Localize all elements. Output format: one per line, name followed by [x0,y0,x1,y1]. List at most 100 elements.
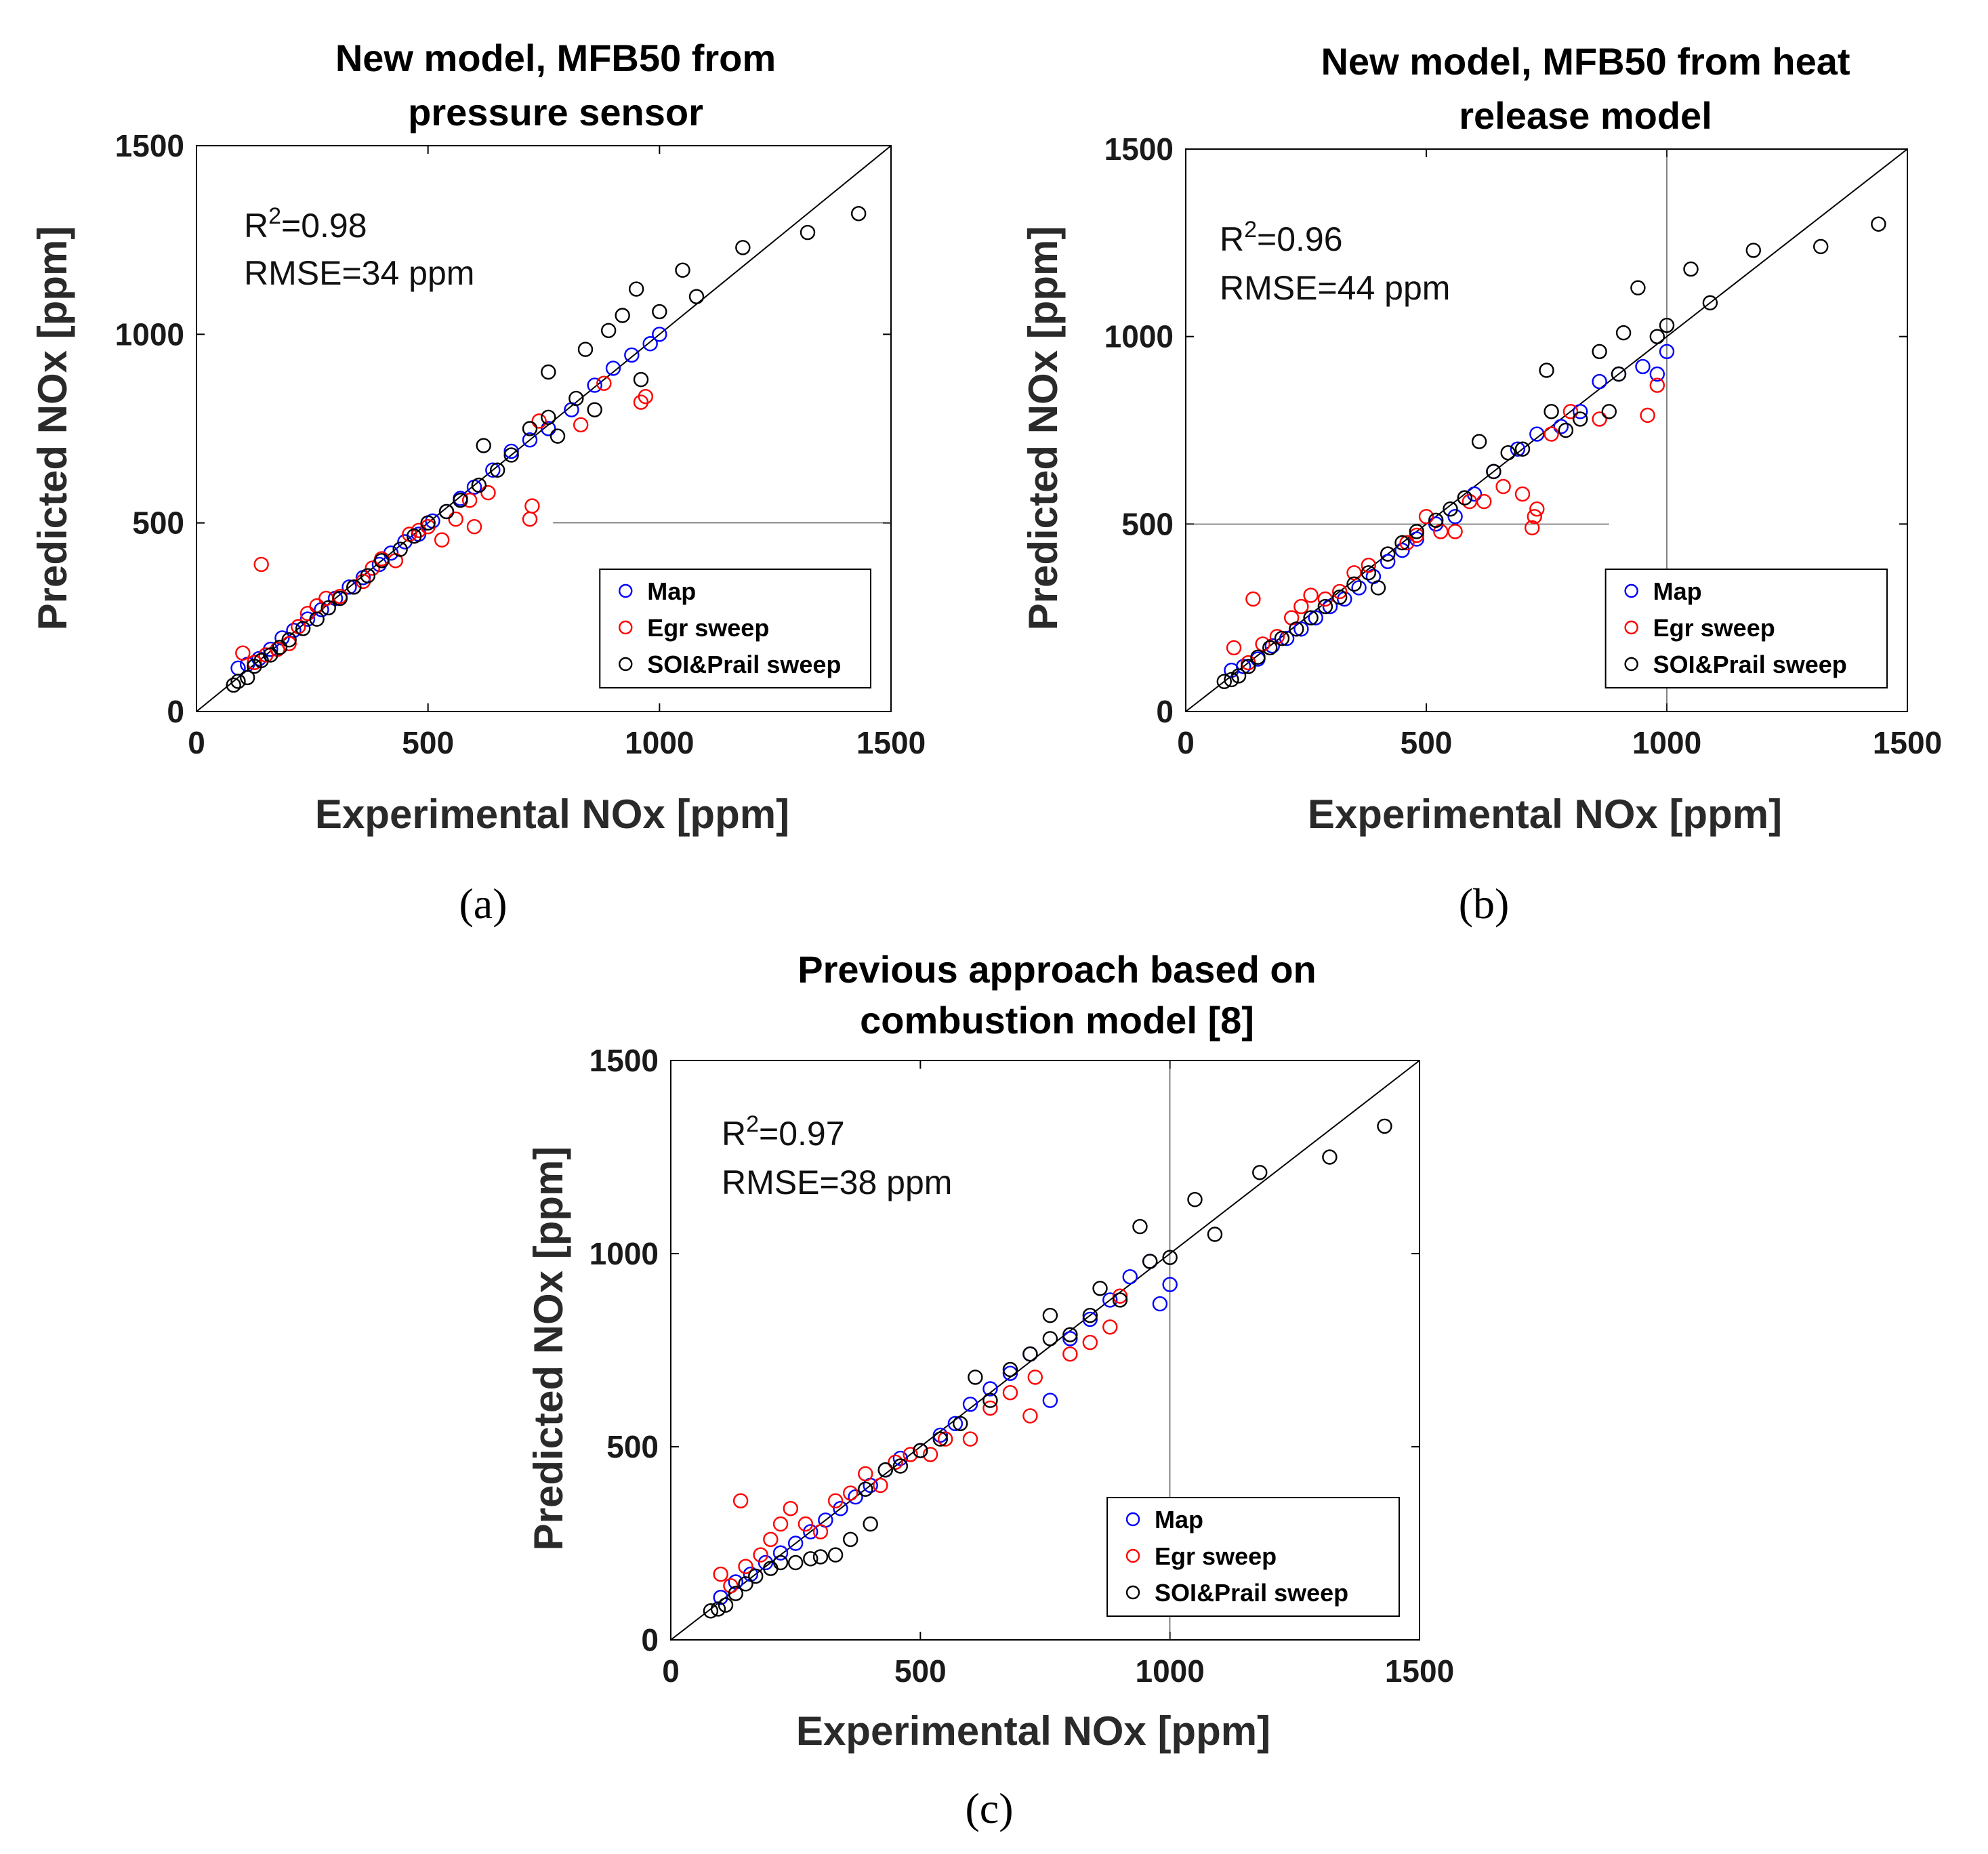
panel-a-legend: Map Egr sweep SOI&Prail sweep [599,569,871,688]
panel-c-data-point [1187,1191,1203,1208]
panel-c-data-point [1112,1288,1128,1304]
panel-b-data-point [1514,486,1531,502]
panel-a-data-point [235,645,251,661]
panel-b-series-soi-prail-sweep [1216,216,1886,689]
panel-c-data-point [1042,1331,1058,1346]
panel-b-title-line-1: New model, MFB50 from heat [1321,40,1850,83]
panel-a-rmse: RMSE=34 ppm [244,254,474,292]
panel-a: New model, MFB50 from pressure sensor 0 5… [30,37,926,928]
panel-c-data-point [812,1524,829,1540]
panel-c-data-point [1062,1327,1078,1342]
panel-c-data-point [803,1551,819,1567]
panel-b-data-point [1289,621,1304,637]
panel-c-data-point [932,1431,949,1447]
panel-b-data-point [1592,411,1607,427]
panel-c-plot: 0 500 1000 1500 0 500 1000 1500 Map Egr sweep SOI&… [589,1043,1455,1689]
panel-b-data-point [1361,558,1377,573]
panel-b-data-point [1447,524,1463,539]
panel-c-data-point [713,1590,728,1605]
panel-b-data-point [1524,520,1540,536]
panel-c-data-point [738,1559,753,1574]
panel-c-y-tick-label: 1000 [589,1236,659,1271]
panel-a-data-point [461,493,478,508]
panel-b-data-point [1529,426,1545,442]
panel-a-data-point [476,438,491,453]
panel-c-data-point [982,1381,998,1397]
panel-b-data-point [1226,640,1242,656]
panel-a-data-point [281,636,297,651]
panel-b-data-point [1745,243,1762,258]
panel-c-data-point [812,1549,829,1565]
panel-b-data-point [1615,325,1632,341]
panel-c-data-point [1082,1311,1098,1327]
panel-a-legend-marker [619,583,633,598]
panel-b-x-tick-label: 0 [1177,725,1195,760]
panel-b-data-point [1230,668,1247,684]
panel-a-data-point [675,262,690,278]
panel-c-y-axis-label: Predicted NOx [ppm] [526,1147,571,1551]
panel-b-data-point [1539,363,1554,378]
panel-b-data-point [1274,630,1290,646]
panel-a-data-point [253,556,269,573]
panel-b-data-point [1813,239,1829,255]
panel-b-data-point [1558,422,1574,438]
panel-a-data-point [628,281,644,297]
panel-c-legend-marker [1125,1548,1140,1563]
panel-b-data-point [1447,509,1463,524]
panel-c-data-point [1022,1346,1038,1362]
panel-b-data-point [1601,404,1617,419]
panel-b-data-point [1510,441,1526,457]
panel-a-data-point [471,477,487,493]
panel-c-data-point [833,1500,848,1517]
panel-b-data-point [1428,516,1444,532]
panel-a-data-point [522,421,538,436]
panel-c-letter: (c) [965,1784,1013,1832]
panel-c-data-point [1082,1307,1098,1323]
panel-c-series-soi-prail-sweep [703,1118,1392,1619]
panel-a-data-point [568,390,584,407]
panel-c-x-tick-label: 500 [894,1653,947,1689]
panel-b-data-point [1659,317,1675,333]
panel-a-data-point [633,371,649,388]
panel-a-r2: R2=0.98 [244,203,367,245]
panel-a-x-tick-label: 0 [188,725,205,760]
panel-a-data-point [226,677,241,693]
panel-a-data-point [346,579,362,595]
panel-c-data-point [763,1531,779,1548]
panel-c-data-point [1092,1281,1108,1296]
panel-c-y-tick-label: 1500 [589,1043,659,1078]
panel-c-data-point [982,1393,998,1408]
panel-b-x-axis-label: Experimental NOx [ppm] [1308,791,1782,837]
panel-b: New model, MFB50 from heat release model… [1020,40,1942,928]
panel-b-plot: 0 500 1000 1500 0 500 1000 1500 Map Egr sweep SOI&… [1104,131,1943,760]
panel-b-y-axis-label: Predicted NOx [ppm] [1020,226,1066,631]
panel-a-x-tick-label: 1500 [856,725,926,760]
panel-c-legend-label: Egr sweep [1155,1542,1277,1570]
panel-b-data-point [1317,598,1333,615]
panel-b-data-point [1346,576,1362,592]
panel-b-rmse: RMSE=44 ppm [1220,269,1450,307]
panel-a-y-tick-label: 0 [167,694,184,729]
panel-b-data-point [1871,216,1886,232]
panel-a-data-point [541,409,556,425]
panel-a-data-point [281,632,297,648]
panel-a-data-point [239,670,255,686]
panel-a-data-point [800,224,816,241]
panel-c-data-point [827,1547,844,1563]
panel-b-data-point [1331,590,1348,605]
panel-a-data-point [652,327,667,342]
panel-a-legend-box [599,569,871,688]
panel-b-data-point [1279,630,1295,646]
panel-c-data-point [1042,1393,1058,1408]
panel-a-data-point [309,611,325,627]
panel-c-legend: Map Egr sweep SOI&Prail sweep [1106,1497,1401,1617]
panel-c-data-point [798,1516,814,1532]
panel-c-data-point [937,1431,953,1447]
panel-c-data-point [1062,1346,1078,1362]
panel-c-data-point [1322,1149,1338,1165]
panel-b-data-point [1572,404,1588,419]
panel-a-data-point [485,462,501,478]
panel-b-data-point [1443,501,1458,517]
panel-c-data-point [710,1601,726,1617]
panel-c-data-point [753,1547,768,1563]
